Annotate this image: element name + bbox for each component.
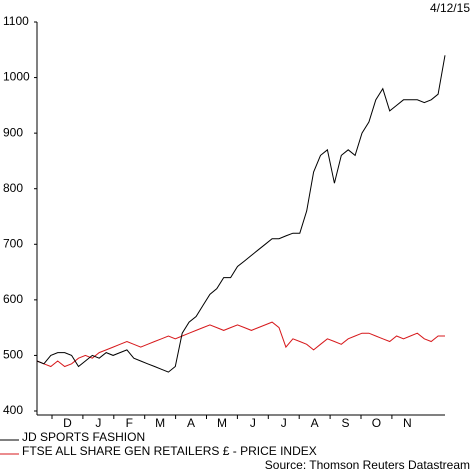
x-tick-label: M (217, 416, 227, 430)
x-tick-label: J (250, 416, 256, 430)
x-tick-label: M (155, 416, 165, 430)
x-tick-label: D (63, 416, 72, 430)
legend-label: FTSE ALL SHARE GEN RETAILERS £ - PRICE I… (22, 444, 317, 458)
y-tick-label: 1000 (3, 70, 30, 84)
x-tick-label: J (281, 416, 287, 430)
source-note: Source: Thomson Reuters Datastream (265, 458, 470, 472)
y-tick-label: 500 (3, 348, 23, 362)
x-tick-label: O (372, 416, 381, 430)
y-tick-label: 1100 (3, 14, 29, 28)
chart-date: 4/12/15 (430, 1, 470, 15)
x-tick-label: F (126, 416, 133, 430)
y-tick-label: 400 (3, 403, 23, 417)
y-tick-label: 700 (3, 236, 23, 250)
x-tick-label: N (403, 416, 412, 430)
x-tick-label: A (311, 416, 319, 430)
y-tick-label: 800 (3, 181, 23, 195)
series-line (36, 321, 445, 368)
x-tick-label: A (187, 416, 195, 430)
x-tick-label: J (95, 416, 101, 430)
y-tick-label: 600 (3, 292, 23, 306)
x-tick-label: S (342, 416, 350, 430)
legend-label: JD SPORTS FASHION (22, 430, 145, 444)
y-tick-label: 900 (3, 125, 23, 139)
series-line (36, 55, 446, 373)
